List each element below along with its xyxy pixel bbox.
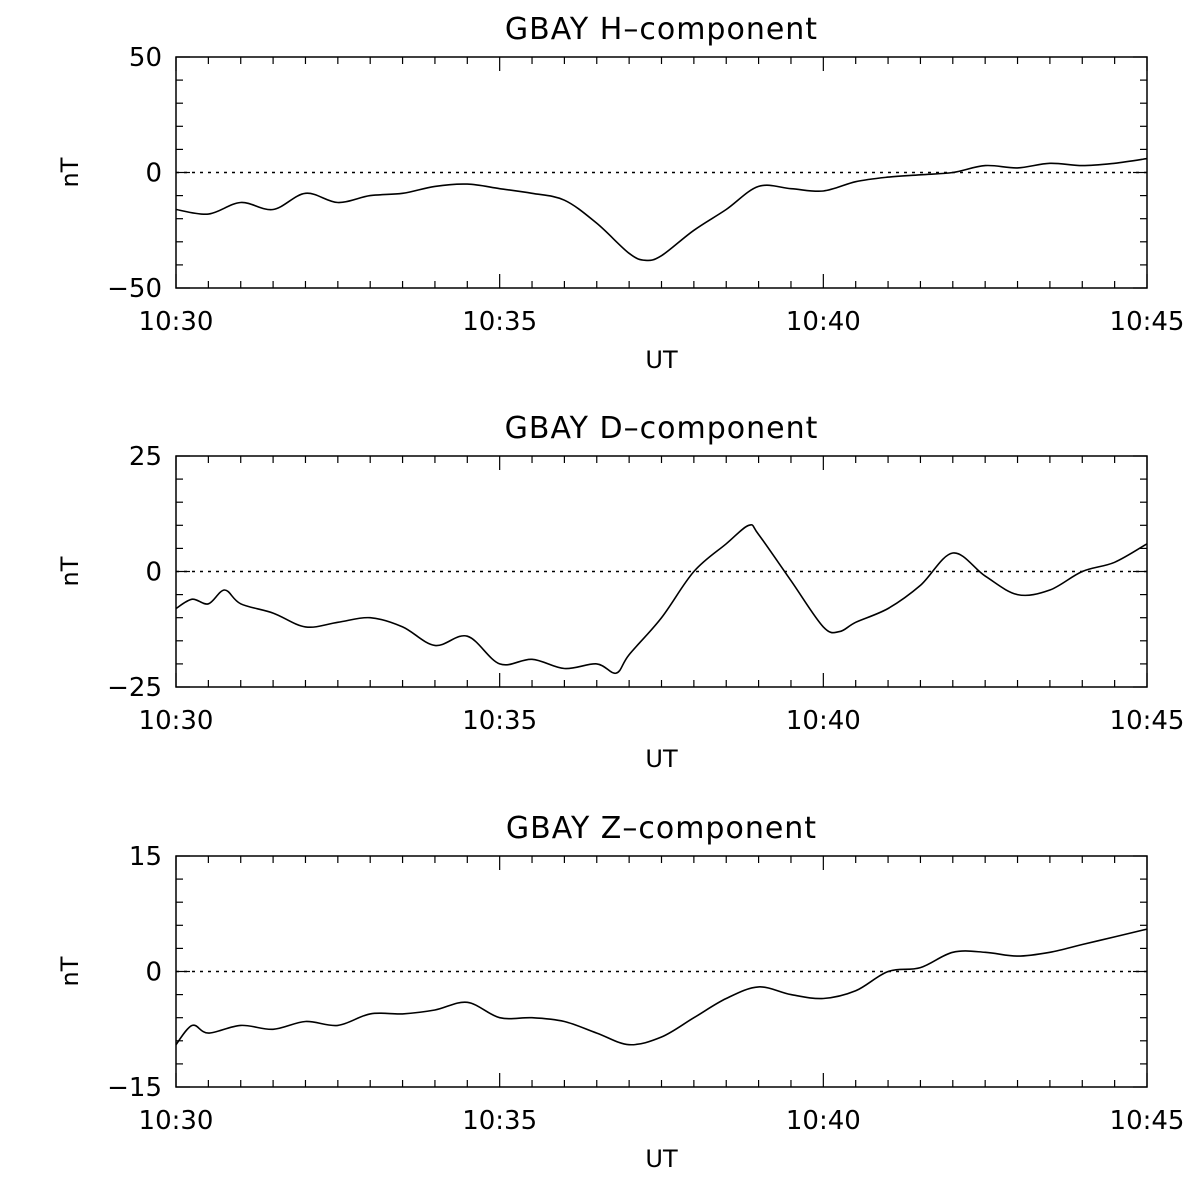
x-tick-label: 10:35 [462,307,537,337]
y-axis-label: nT [56,956,84,986]
series-line-z-component [175,928,1148,1046]
x-axis-label: UT [645,1145,678,1173]
y-tick-label: 25 [129,442,162,472]
x-axis-label: UT [645,745,678,773]
y-tick-label: −50 [107,274,162,304]
x-tick-label: 10:35 [462,1106,537,1136]
y-axis-label: nT [56,157,84,187]
x-tick-label: 10:30 [139,1106,214,1136]
x-axis-label: UT [645,346,678,374]
x-tick-label: 10:30 [139,307,214,337]
x-tick-label: 10:45 [1110,706,1185,736]
series-line-d-component [175,524,1148,674]
x-tick-label: 10:30 [139,706,214,736]
y-tick-label: 50 [129,43,162,73]
x-tick-label: 10:40 [786,307,861,337]
y-axis-label: nT [56,556,84,586]
x-tick-label: 10:35 [462,706,537,736]
y-tick-label: 15 [129,842,162,872]
y-tick-label: 0 [145,159,162,189]
chart-title: GBAY Z–component [506,811,817,846]
chart-title: GBAY D–component [505,411,819,446]
x-tick-label: 10:40 [786,1106,861,1136]
x-tick-label: 10:45 [1110,1106,1185,1136]
y-tick-label: −15 [107,1073,162,1103]
chart-title: GBAY H–component [505,12,818,47]
series-line-h-component [175,157,1148,262]
y-tick-label: 0 [145,958,162,988]
x-tick-label: 10:40 [786,706,861,736]
x-tick-label: 10:45 [1110,307,1185,337]
y-tick-label: −25 [107,673,162,703]
y-tick-label: 0 [145,558,162,588]
